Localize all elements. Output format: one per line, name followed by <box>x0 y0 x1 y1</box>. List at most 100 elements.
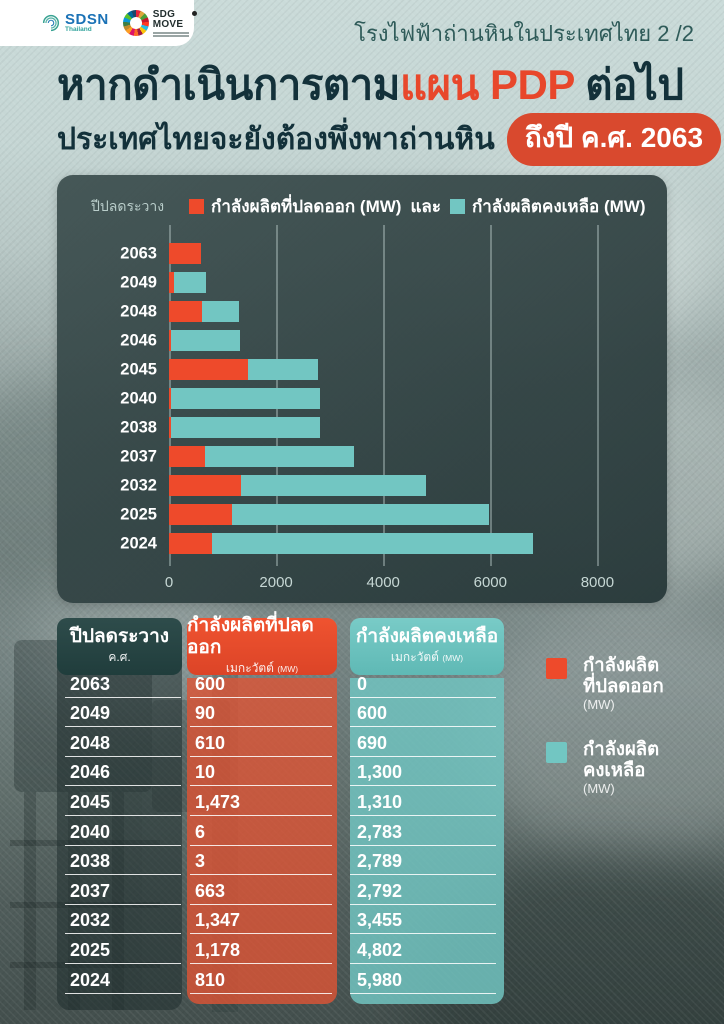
table-header-remaining-subtitle: เมกะวัตต์ (MW) <box>390 650 464 665</box>
bar-segment <box>169 388 171 409</box>
table-cell: 2049 <box>65 700 181 728</box>
chart-legend: ปีปลดระวาง กำลังผลิตที่ปลดออก (MW) และ ก… <box>91 193 657 220</box>
bar-segment <box>247 359 319 380</box>
chart-xticks: 0 2000 4000 6000 8000 <box>165 574 659 594</box>
title-line2: ประเทศไทยจะยังต้องพึ่งพาถ่านหิน ถึงปี ค.… <box>57 112 722 166</box>
table-cell: 3,455 <box>350 907 496 935</box>
bar-segment <box>169 504 233 525</box>
chart-year-label: 2046 <box>120 331 157 349</box>
bar-segment <box>169 359 248 380</box>
table-cell: 1,300 <box>350 759 496 787</box>
table-column-year-body <box>57 618 182 1010</box>
table-cell: 3 <box>190 848 332 876</box>
side-legend-label: กำลังผลิต <box>583 737 660 759</box>
legend-label-removed: กำลังผลิตที่ปลดออก (MW) <box>211 197 402 216</box>
table-row: 2025 1,178 4,802 <box>57 934 507 964</box>
table-cell: 90 <box>190 700 332 728</box>
side-legend: กำลังผลิต ที่ปลดออก (MW) กำลังผลิต คงเหล… <box>546 654 664 823</box>
table-cell: 2,789 <box>350 848 496 876</box>
side-legend-label: คงเหลือ <box>583 758 646 780</box>
chart-bar-row: 2037 <box>120 442 659 471</box>
bar-segment <box>169 330 171 351</box>
table-cell: 2048 <box>65 730 181 757</box>
chart-y-axis-label: ปีปลดระวาง <box>91 197 165 214</box>
bar-segment <box>173 272 206 293</box>
chart-rows: 2063 2049 2048 2046 2045 2040 2038 2037 2032 2025… <box>120 239 659 558</box>
table-row: 2046 10 1,300 <box>57 757 507 787</box>
stacked-bar <box>169 388 320 409</box>
x-tick-label: 2000 <box>259 574 293 591</box>
legend-item-removed: กำลังผลิตที่ปลดออก (MW) <box>189 193 401 220</box>
table-cell: 2,783 <box>350 819 496 846</box>
title-line1: หากดำเนินการตามแผน PDP ต่อไป <box>57 58 707 113</box>
table-header-remaining-title: กำลังผลิตคงเหลือ <box>355 625 499 647</box>
stacked-bar <box>169 504 490 525</box>
side-legend-unit: (MW) <box>583 697 615 713</box>
table-cell: 10 <box>190 759 332 787</box>
chart-year-label: 2045 <box>120 360 157 378</box>
subtitle-text: ประเทศไทยจะยังต้องพึ่งพาถ่านหิน <box>57 122 495 156</box>
chart-year-label: 2038 <box>120 418 157 436</box>
logo-box: SDSN Thailand SDG MOVE <box>0 0 197 46</box>
chart-year-label: 2025 <box>120 505 157 523</box>
chart-bar-row: 2024 <box>120 529 659 558</box>
stacked-bar <box>169 533 533 554</box>
bar-segment <box>241 475 427 496</box>
bar-segment <box>170 388 320 409</box>
table-cell: 2025 <box>65 937 181 964</box>
side-legend-label: กำลังผลิต <box>583 654 660 675</box>
table-cell: 2032 <box>65 907 181 935</box>
table-row: 2048 610 690 <box>57 727 507 757</box>
x-tick-label: 0 <box>164 574 174 591</box>
sdsn-logo-subtext: Thailand <box>65 26 92 34</box>
title-highlight: แผน PDP <box>399 61 575 108</box>
bar-segment <box>169 272 174 293</box>
table-cell: 1,347 <box>190 907 332 935</box>
chart-panel: ปีปลดระวาง กำลังผลิตที่ปลดออก (MW) และ ก… <box>57 175 667 603</box>
side-legend-red-swatch-icon <box>546 658 567 679</box>
legend-swatch-teal-icon <box>449 199 465 214</box>
sdg-logo-text-line1: SDG <box>152 8 176 20</box>
chart-bar-row: 2063 <box>120 239 659 268</box>
sdg-wheel-icon <box>122 10 149 36</box>
table-row: 2038 3 2,789 <box>57 846 507 876</box>
bar-segment <box>169 475 242 496</box>
table-cell: 663 <box>190 878 332 905</box>
bar-segment <box>169 446 205 467</box>
bar-segment <box>169 243 202 264</box>
sdg-move-logo: SDG MOVE <box>122 8 197 37</box>
table-cell: 6 <box>190 819 332 846</box>
bar-segment <box>170 330 241 351</box>
chart-bar-row: 2038 <box>120 413 659 442</box>
title-part2: ต่อไป <box>574 61 684 108</box>
page-label: โรงไฟฟ้าถ่านหินในประเทศไทย 2 /2 <box>354 21 694 46</box>
gridline <box>490 225 492 566</box>
chart-year-label: 2049 <box>120 273 157 291</box>
x-tick-label: 6000 <box>473 574 507 591</box>
side-legend-unit: (MW) <box>583 781 615 797</box>
table-column-removed-body <box>187 678 337 1004</box>
table-header-year-title: ปีปลดระวาง <box>69 625 170 647</box>
chart-year-label: 2063 <box>120 244 157 262</box>
table-cell: 1,310 <box>350 789 496 816</box>
chart-bar-row: 2032 <box>120 471 659 500</box>
table-header-year: ปีปลดระวาง ค.ศ. <box>57 618 182 675</box>
table-cell: 2024 <box>65 967 181 994</box>
chart-year-label: 2040 <box>120 389 157 407</box>
gridline <box>597 225 599 566</box>
table-cell: 2045 <box>65 789 181 816</box>
chart-bar-row: 2046 <box>120 326 659 355</box>
chart-year-label: 2032 <box>120 476 157 494</box>
table-header-year-subtitle: ค.ศ. <box>108 650 131 665</box>
table-row: 2032 1,347 3,455 <box>57 905 507 935</box>
table-row: 2024 810 5,980 <box>57 964 507 994</box>
chart-bar-row: 2045 <box>120 355 659 384</box>
table-row: 2049 90 600 <box>57 698 507 728</box>
sdg-logo-text-line2: MOVE <box>152 19 184 30</box>
table-cell: 4,802 <box>350 937 496 964</box>
chart-bar-row: 2049 <box>120 268 659 297</box>
sdg-dot-icon <box>191 10 197 16</box>
title-block: หากดำเนินการตามแผน PDP ต่อไป ประเทศไทยจะ… <box>57 58 722 166</box>
bar-segment <box>232 504 490 525</box>
